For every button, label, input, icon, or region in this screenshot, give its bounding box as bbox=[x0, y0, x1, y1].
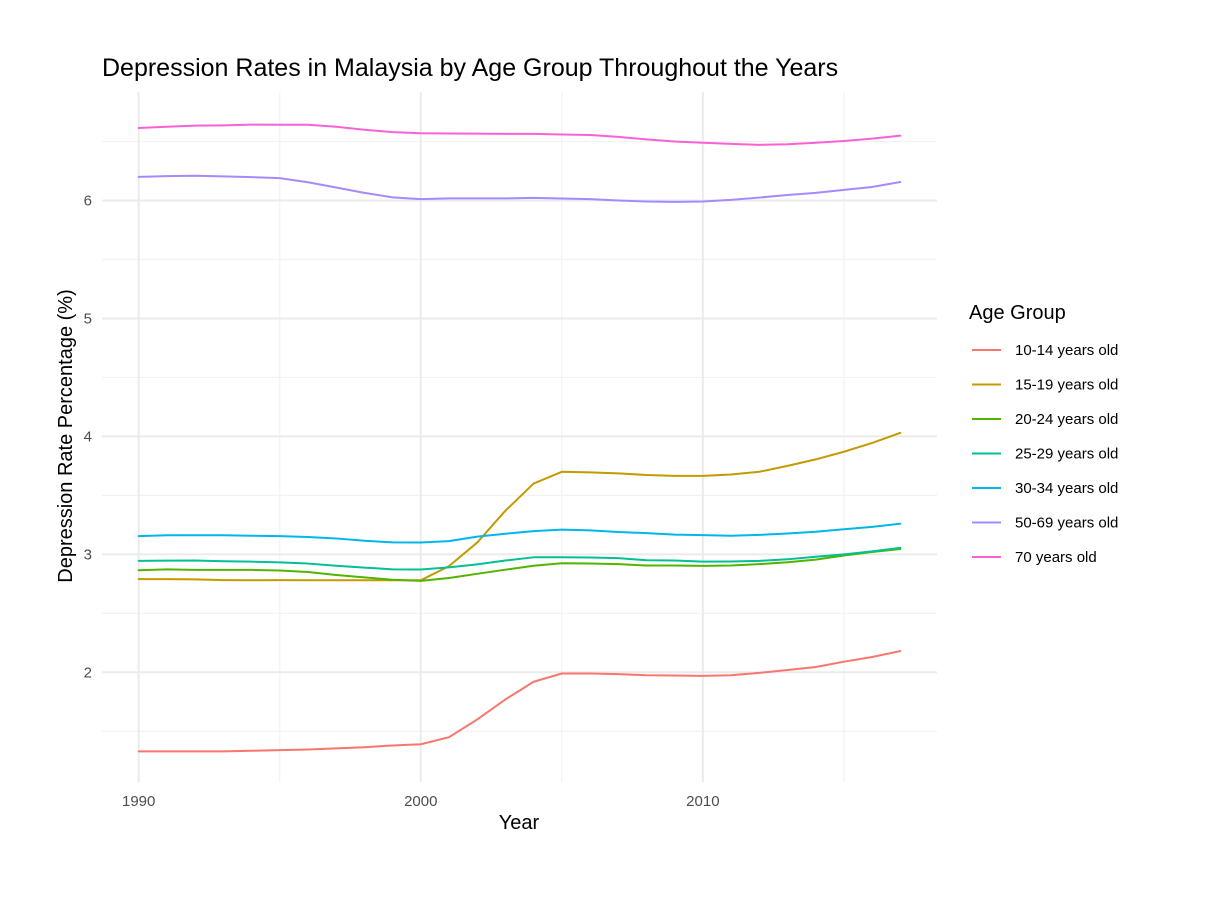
series-line-7 bbox=[137, 123, 902, 146]
legend-title: Age Group bbox=[969, 302, 1066, 324]
series-lines bbox=[137, 123, 902, 753]
minor-gridlines bbox=[102, 92, 937, 782]
x-axis-title: Year bbox=[499, 812, 540, 834]
y-tick-label: 4 bbox=[84, 428, 92, 445]
y-tick-label: 6 bbox=[84, 193, 92, 210]
series-line-5 bbox=[137, 522, 902, 544]
series-line-2 bbox=[137, 431, 902, 582]
legend-items: 10-14 years old 15-19 years old 20-24 year… bbox=[972, 342, 1118, 566]
legend-label: 25-29 years old bbox=[1015, 446, 1118, 463]
legend-label: 20-24 years old bbox=[1015, 411, 1118, 428]
y-tick-label: 2 bbox=[84, 664, 92, 681]
legend-label: 50-69 years old bbox=[1015, 515, 1118, 532]
legend-label: 30-34 years old bbox=[1015, 480, 1118, 497]
series-line-3 bbox=[137, 548, 902, 582]
legend-label: 70 years old bbox=[1015, 549, 1097, 566]
x-tick-label: 2000 bbox=[404, 793, 437, 810]
series-line-4 bbox=[137, 546, 902, 571]
y-axis-ticks: 2 3 4 5 6 bbox=[84, 193, 92, 682]
y-tick-label: 3 bbox=[84, 546, 92, 563]
x-axis-ticks: 1990 2000 2010 bbox=[122, 793, 720, 810]
chart-title: Depression Rates in Malaysia by Age Grou… bbox=[102, 54, 838, 82]
major-gridlines bbox=[102, 92, 937, 782]
legend-label: 10-14 years old bbox=[1015, 342, 1118, 359]
x-tick-label: 2010 bbox=[686, 793, 719, 810]
series-line-6 bbox=[137, 174, 902, 203]
series-line-1 bbox=[137, 650, 902, 753]
legend-label: 15-19 years old bbox=[1015, 377, 1118, 394]
y-tick-label: 5 bbox=[84, 310, 92, 327]
x-tick-label: 1990 bbox=[122, 793, 155, 810]
y-axis-title: Depression Rate Percentage (%) bbox=[55, 289, 77, 582]
legend: Age Group 10-14 years old 15-19 years old… bbox=[969, 302, 1118, 566]
